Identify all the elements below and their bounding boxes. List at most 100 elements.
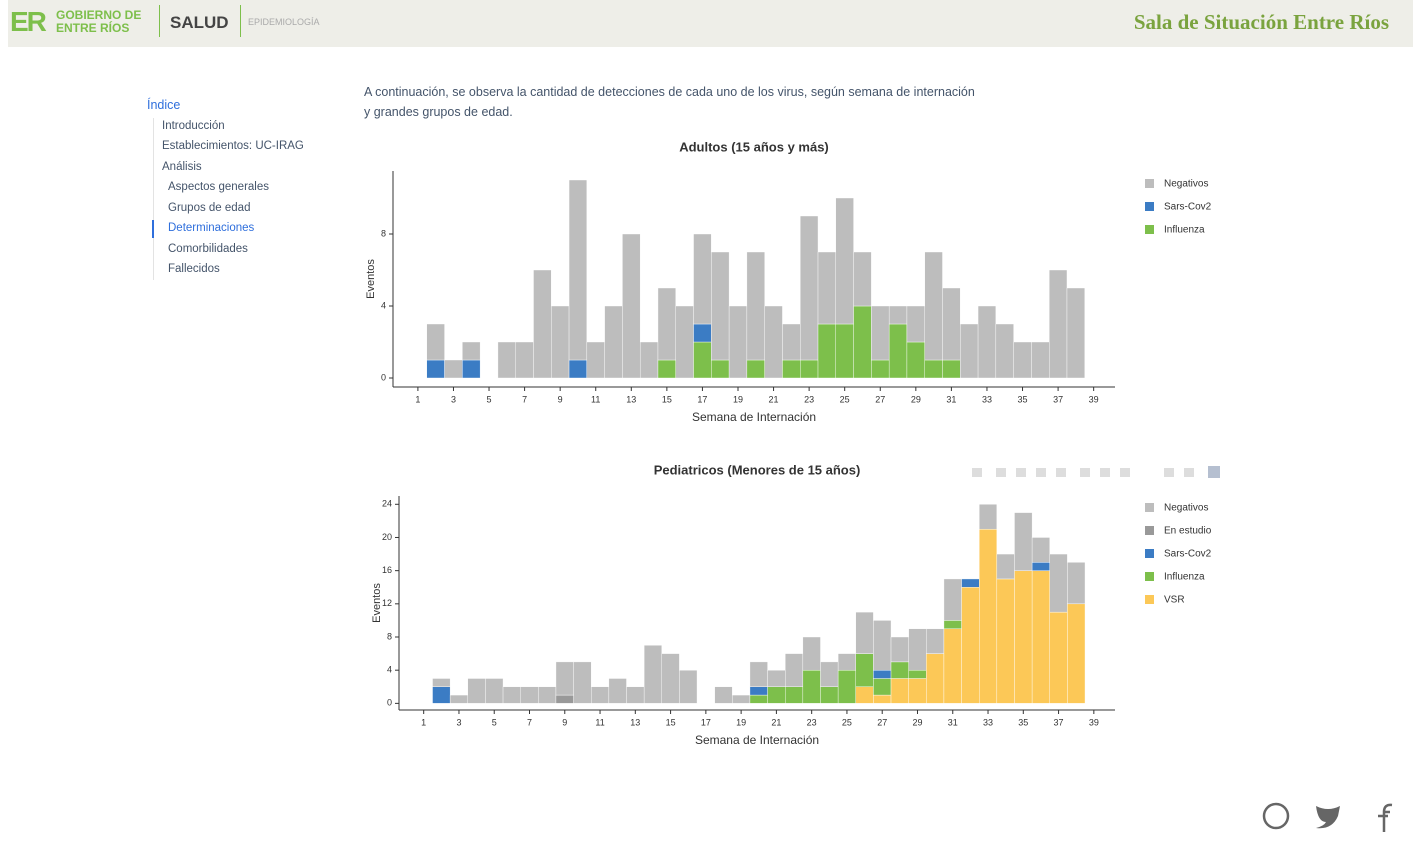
nav-item[interactable]: Grupos de edad — [168, 202, 251, 214]
bar-segment — [462, 359, 481, 379]
bar-segment — [426, 323, 445, 361]
bar-segment — [573, 661, 592, 704]
legend-swatch — [1145, 202, 1154, 211]
x-tick-label: 23 — [807, 717, 817, 727]
nav-item[interactable]: Establecimientos: UC-IRAG — [162, 140, 304, 152]
x-tick-label: 5 — [492, 717, 497, 727]
bar-segment — [693, 233, 712, 325]
y-tick-label: 0 — [387, 698, 392, 708]
bar-segment — [853, 251, 872, 307]
x-tick-label: 25 — [840, 394, 850, 404]
modebar-button[interactable] — [996, 468, 1006, 477]
legend-swatch — [1145, 503, 1154, 512]
x-tick-label: 17 — [697, 394, 707, 404]
modebar-logo[interactable] — [1208, 466, 1220, 478]
bar-segment — [873, 678, 892, 696]
nav-item[interactable]: Fallecidos — [168, 263, 220, 275]
bar-segment — [853, 305, 872, 379]
bar-segment — [1013, 341, 1032, 379]
social-icons — [1262, 802, 1393, 832]
x-tick-label: 9 — [558, 394, 563, 404]
x-tick-label: 9 — [562, 717, 567, 727]
bar-segment — [467, 678, 486, 704]
bar-segment — [586, 341, 605, 379]
bar-segment — [622, 233, 641, 379]
logo-line: ENTRE RÍOS — [56, 21, 130, 35]
bar-segment — [449, 694, 468, 704]
nav-item[interactable]: Análisis — [162, 161, 202, 173]
modebar-button[interactable] — [1100, 468, 1110, 477]
bar-segment — [908, 669, 927, 679]
logo-line: GOBIERNO DE — [56, 8, 142, 22]
modebar-button[interactable] — [1036, 468, 1046, 477]
chart-title: Pediatricos (Menores de 15 años) — [654, 462, 861, 477]
bar-segment — [679, 669, 698, 704]
modebar-button[interactable] — [1184, 468, 1194, 477]
bar-segment — [657, 359, 676, 379]
whatsapp-icon[interactable] — [1262, 802, 1290, 830]
bar-segment — [996, 553, 1015, 580]
bar-segment — [714, 686, 733, 704]
bar-segment — [1067, 562, 1086, 605]
bar-segment — [995, 323, 1014, 379]
modebar-button[interactable] — [1056, 468, 1066, 477]
legend-label: Sars-Cov2 — [1164, 202, 1212, 213]
bar-segment — [767, 669, 786, 687]
x-tick-label: 23 — [804, 394, 814, 404]
bar-segment — [817, 323, 837, 379]
facebook-icon[interactable] — [1378, 803, 1393, 832]
x-tick-label: 5 — [487, 394, 492, 404]
nav-item[interactable]: Aspectos generales — [168, 181, 270, 193]
bar-segment — [1014, 570, 1033, 704]
twitter-icon[interactable] — [1316, 806, 1340, 829]
bar-segment — [943, 620, 962, 629]
modebar-button[interactable] — [1120, 468, 1130, 477]
bar-segment — [871, 359, 890, 379]
bar-segment — [1031, 341, 1050, 379]
bar-segment — [533, 269, 552, 379]
bar-segment — [908, 678, 927, 704]
nav-rule — [153, 118, 154, 280]
nav-heading[interactable]: Índice — [147, 98, 181, 112]
nav-item[interactable]: Introducción — [162, 120, 225, 132]
bar-segment — [426, 359, 445, 379]
nav-item[interactable]: Comorbilidades — [168, 243, 248, 255]
header-bar: ER GOBIERNO DE ENTRE RÍOS SALUD EPIDEMIO… — [8, 0, 1413, 47]
logo-mark: ER — [10, 6, 47, 37]
bar-segment — [767, 686, 786, 704]
bar-segment — [749, 694, 768, 704]
bar-segment — [977, 305, 997, 379]
bar-segment — [555, 694, 574, 704]
y-tick-label: 16 — [382, 565, 392, 575]
bar-segment — [802, 669, 821, 704]
x-tick-label: 37 — [1054, 717, 1064, 727]
bar-segment — [820, 661, 839, 687]
bar-segment — [926, 653, 945, 704]
y-tick-label: 4 — [381, 300, 386, 310]
nav-item-active[interactable]: Determinaciones — [168, 222, 255, 234]
bar-segment — [802, 636, 821, 671]
y-tick-label: 8 — [387, 631, 392, 641]
x-tick-label: 15 — [666, 717, 676, 727]
bar-segment — [871, 305, 890, 361]
modebar-button[interactable] — [1016, 468, 1026, 477]
x-tick-label: 27 — [875, 394, 885, 404]
bar-segment — [979, 528, 998, 704]
bar-segment — [462, 341, 481, 361]
x-tick-label: 1 — [421, 717, 426, 727]
modebar-button[interactable] — [1080, 468, 1090, 477]
bar-segment — [961, 578, 980, 588]
bar-segment — [432, 686, 451, 704]
legend-swatch — [1145, 549, 1154, 558]
bar-segment — [942, 287, 961, 361]
divider — [159, 5, 160, 37]
bar-segment — [837, 653, 856, 671]
modebar-button[interactable] — [972, 468, 982, 477]
legend-label: Influenza — [1164, 572, 1205, 583]
legend-swatch — [1145, 526, 1154, 535]
bar-segment — [979, 504, 998, 530]
bar-segment — [675, 305, 694, 379]
modebar-button[interactable] — [1164, 468, 1174, 477]
